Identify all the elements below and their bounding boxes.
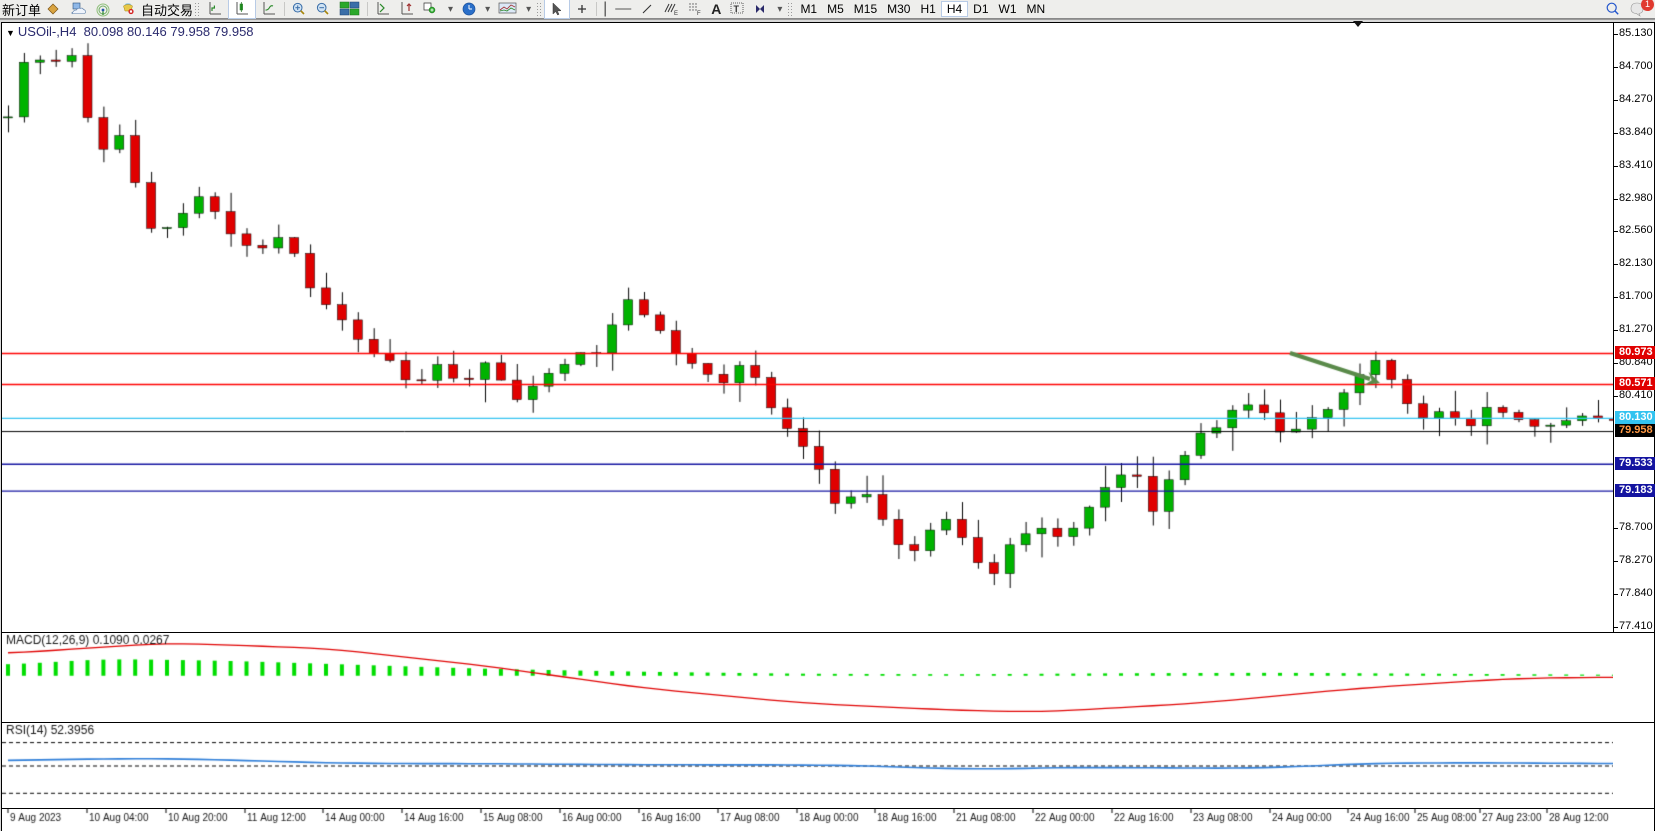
svg-text:E: E [674, 11, 678, 17]
svg-text:F: F [697, 11, 701, 17]
svg-text:T: T [734, 4, 740, 14]
